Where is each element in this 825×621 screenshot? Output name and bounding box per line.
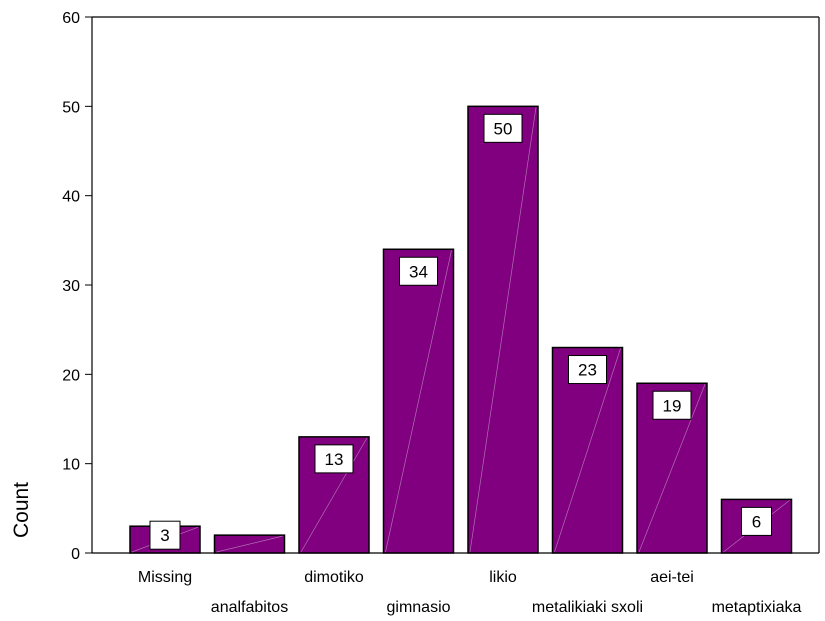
bar-highlight xyxy=(300,437,368,553)
data-label: 13 xyxy=(325,450,344,469)
data-label: 3 xyxy=(160,526,169,545)
x-tick-label: gimnasio xyxy=(386,599,450,616)
bars xyxy=(129,105,793,554)
y-tick-label: 20 xyxy=(62,367,80,384)
data-label: 19 xyxy=(663,396,682,415)
x-tick-label: Missing xyxy=(138,569,192,586)
data-label-box xyxy=(741,506,772,536)
x-axis: Missinganalfabitosdimotikogimnasiolikiom… xyxy=(92,552,819,616)
bar-highlight xyxy=(385,250,452,553)
x-tick-label: metalikiaki sxoli xyxy=(532,599,643,616)
y-axis-title: Count xyxy=(10,482,33,538)
data-label: 6 xyxy=(752,512,761,531)
data-label-box xyxy=(652,390,692,420)
y-tick-label: 50 xyxy=(62,99,80,116)
data-label: 50 xyxy=(494,119,513,138)
x-tick-label: metaptixiaka xyxy=(712,599,802,616)
data-labels: 3 13 34 50 23 19 6 xyxy=(149,113,772,550)
data-label-box xyxy=(149,520,181,550)
y-tick-label: 30 xyxy=(62,278,80,295)
x-tick-label: aei-tei xyxy=(650,569,694,586)
y-tick-label: 10 xyxy=(62,457,80,474)
x-tick-label: likio xyxy=(489,569,517,586)
bar-highlight xyxy=(554,348,621,553)
bar-highlight xyxy=(469,107,537,553)
data-label: 23 xyxy=(578,361,597,380)
x-tick-label: analfabitos xyxy=(211,599,288,616)
y-axis: 0 10 20 30 40 50 60 xyxy=(62,10,93,563)
y-tick-label: 40 xyxy=(62,189,80,206)
data-label-box xyxy=(483,113,523,143)
data-label: 34 xyxy=(409,262,428,281)
data-label-box xyxy=(568,355,607,385)
data-label-box xyxy=(314,444,354,474)
x-tick-label: dimotiko xyxy=(304,569,364,586)
y-tick-label: 0 xyxy=(71,546,80,563)
bar-highlight xyxy=(638,384,706,553)
plot-frame xyxy=(92,16,820,553)
y-tick-label: 60 xyxy=(62,10,80,27)
data-label-box xyxy=(399,256,438,286)
bar-highlight xyxy=(216,535,283,553)
